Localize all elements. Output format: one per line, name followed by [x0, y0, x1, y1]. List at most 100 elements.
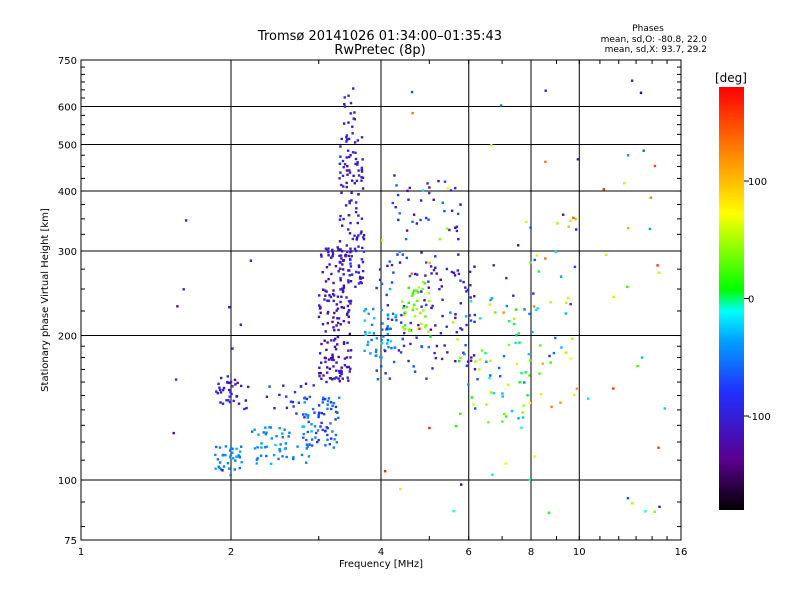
data-point — [319, 306, 322, 309]
data-point — [327, 247, 330, 250]
data-point — [331, 430, 334, 433]
data-point — [539, 393, 543, 396]
data-point — [333, 438, 336, 441]
data-point — [490, 391, 493, 394]
data-point — [455, 331, 458, 334]
data-point — [658, 271, 661, 274]
data-point — [329, 401, 333, 404]
data-point — [311, 407, 315, 411]
data-point — [391, 201, 394, 205]
data-point — [386, 304, 389, 307]
data-point — [319, 371, 322, 375]
data-point — [657, 446, 660, 449]
data-point — [386, 313, 390, 316]
data-point — [341, 174, 345, 177]
data-point — [312, 384, 315, 387]
data-point — [233, 378, 237, 382]
data-point — [565, 301, 568, 304]
data-point — [378, 278, 382, 282]
data-point — [340, 191, 343, 195]
data-point — [335, 369, 338, 372]
data-point — [400, 313, 403, 317]
data-point — [434, 266, 437, 269]
x-tick-label: 16 — [675, 547, 688, 558]
data-point — [457, 253, 460, 256]
data-point — [225, 399, 228, 402]
data-point — [373, 317, 376, 320]
data-point — [544, 257, 547, 260]
data-point — [390, 347, 393, 350]
data-point — [320, 255, 323, 258]
data-point — [409, 342, 412, 346]
data-point — [259, 454, 263, 457]
data-point — [389, 327, 392, 330]
data-point — [427, 286, 430, 289]
data-point — [432, 198, 435, 201]
data-point — [385, 293, 388, 297]
data-point — [318, 304, 321, 307]
data-point — [172, 431, 175, 435]
data-point — [452, 321, 455, 324]
data-point — [386, 264, 389, 268]
data-point — [412, 303, 416, 306]
data-point — [425, 303, 428, 307]
data-point — [342, 122, 346, 125]
data-point — [499, 104, 503, 107]
data-point — [331, 356, 334, 359]
data-point — [357, 214, 360, 217]
data-point — [435, 344, 439, 348]
data-point — [285, 395, 288, 398]
data-point — [349, 265, 353, 268]
data-point — [529, 261, 532, 264]
data-point — [300, 453, 304, 457]
data-point — [438, 288, 441, 291]
data-point — [399, 351, 403, 354]
data-point — [343, 364, 347, 367]
data-point — [407, 286, 410, 290]
data-point — [228, 400, 232, 404]
data-point — [357, 169, 360, 172]
data-point — [308, 443, 311, 446]
data-point — [346, 250, 349, 253]
data-point — [244, 399, 247, 402]
data-point — [347, 310, 350, 314]
data-point — [434, 324, 437, 327]
data-point — [320, 377, 323, 380]
data-point — [403, 328, 406, 331]
data-point — [332, 365, 335, 368]
data-point — [302, 425, 306, 428]
data-point — [281, 455, 284, 458]
data-point — [253, 447, 257, 450]
data-point — [357, 282, 361, 285]
data-point — [327, 277, 330, 281]
data-point — [370, 338, 373, 342]
data-point — [517, 332, 520, 335]
data-point — [357, 271, 360, 274]
data-point — [460, 483, 463, 486]
y-tick-label: 600 — [58, 103, 77, 114]
data-point — [372, 307, 375, 311]
data-point — [320, 253, 323, 256]
data-point — [347, 365, 350, 369]
data-point — [487, 421, 490, 424]
data-point — [317, 411, 321, 414]
data-point — [366, 343, 369, 346]
data-point — [380, 282, 384, 285]
data-point — [347, 94, 350, 97]
data-point — [459, 302, 462, 305]
data-point — [381, 239, 384, 242]
x-tick-label: 10 — [573, 547, 586, 558]
data-point — [354, 157, 358, 161]
data-point — [517, 417, 520, 420]
data-point — [384, 372, 387, 375]
data-point — [658, 505, 661, 508]
data-point — [422, 309, 425, 312]
data-point — [349, 247, 352, 250]
data-point — [320, 411, 323, 415]
data-point — [416, 299, 419, 303]
data-point — [316, 440, 319, 444]
data-point — [352, 87, 355, 90]
data-point — [275, 434, 278, 438]
data-point — [467, 383, 470, 386]
data-point — [494, 311, 497, 314]
